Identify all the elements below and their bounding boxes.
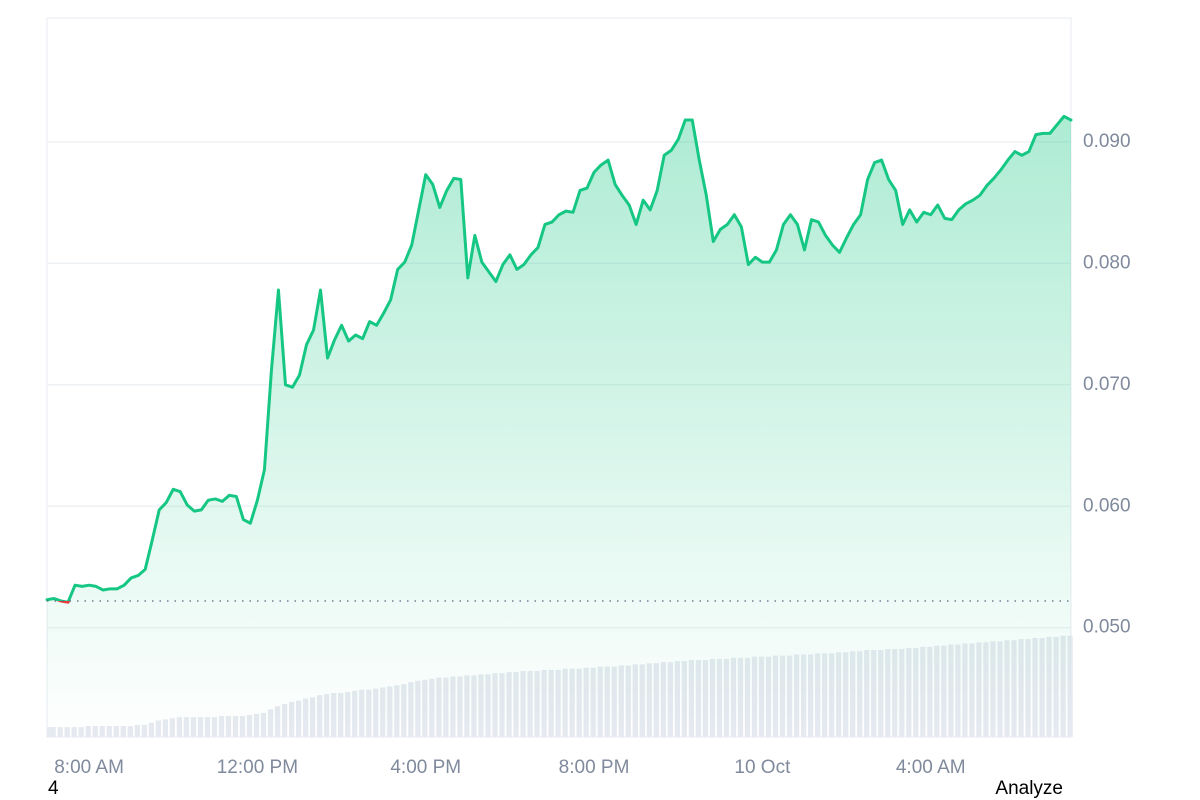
y-tick-label: 0.060 (1083, 495, 1131, 516)
x-tick-label: 8:00 PM (559, 757, 630, 778)
y-tick-label: 0.090 (1083, 131, 1131, 152)
x-tick-label: 12:00 PM (217, 757, 298, 778)
x-tick-label: 4:00 PM (390, 757, 461, 778)
x-tick-label: 10 Oct (734, 757, 791, 778)
price-line (45, 114, 1073, 604)
footer-right[interactable]: Analyze (995, 778, 1063, 799)
y-tick-label: 0.050 (1083, 617, 1131, 638)
x-tick-label: 4:00 AM (896, 757, 966, 778)
x-tick-label: 8:00 AM (54, 757, 124, 778)
footer-left: 4 (48, 778, 59, 799)
area-fill (47, 116, 1071, 737)
y-tick-label: 0.070 (1083, 374, 1131, 395)
y-tick-label: 0.080 (1083, 252, 1131, 273)
